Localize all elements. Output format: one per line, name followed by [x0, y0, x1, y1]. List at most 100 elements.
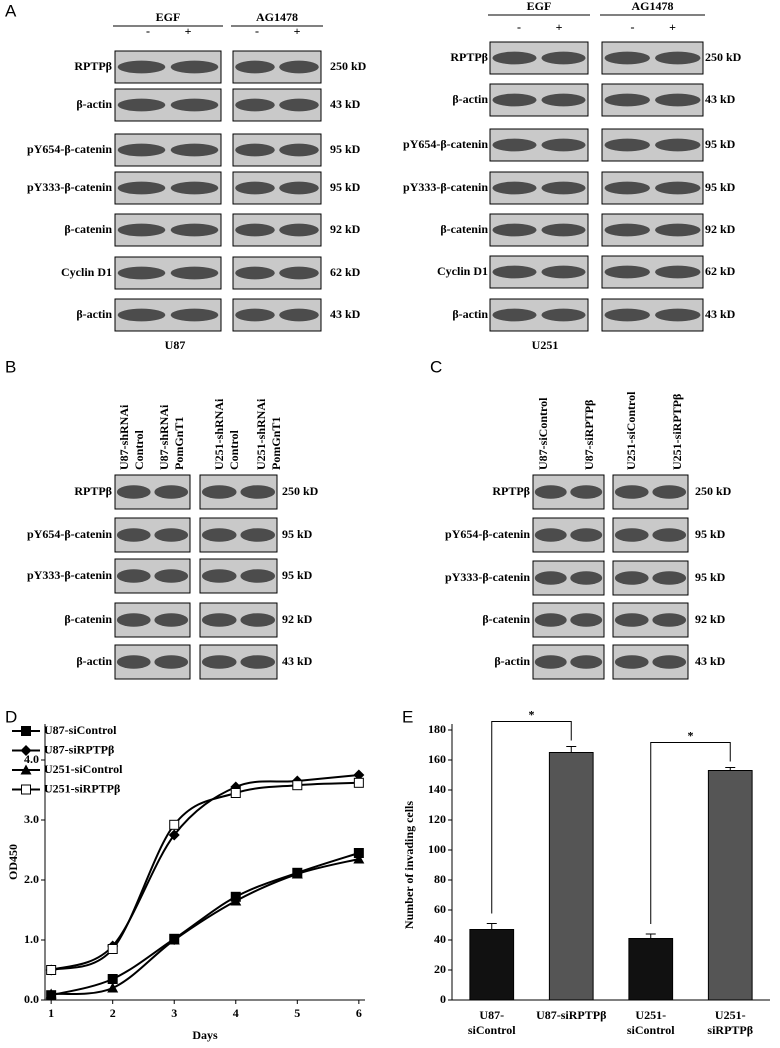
marker	[168, 829, 180, 841]
blot-band	[604, 308, 650, 322]
legend-label: U251-siControl	[44, 762, 123, 776]
x-tick-label: U87-	[479, 1008, 504, 1022]
blot-band	[117, 308, 166, 322]
row-label: β-actin	[452, 307, 488, 321]
column-label: Control	[227, 430, 241, 470]
x-tick-label: 5	[294, 1006, 300, 1020]
legend-label: U87-siRPTPβ	[44, 742, 114, 756]
size-label: 43 kD	[282, 654, 313, 668]
y-tick-label: 2.0	[24, 872, 39, 886]
blot-band	[235, 266, 275, 280]
marker	[353, 769, 365, 781]
blot-band	[541, 223, 586, 237]
blot-band	[652, 655, 687, 669]
lane-label: -	[255, 24, 259, 38]
row-label: pY654-β-catenin	[27, 142, 112, 156]
row-label: Cyclin D1	[437, 264, 488, 278]
panel-label: B	[5, 357, 16, 376]
blot-band	[117, 181, 166, 195]
blot-band	[235, 223, 275, 237]
series-line	[50, 852, 360, 997]
row-label: pY333-β-catenin	[27, 180, 112, 194]
series-line	[51, 858, 360, 996]
blot-band	[201, 613, 237, 627]
blot-band	[614, 655, 649, 669]
row-label: pY654-β-catenin	[403, 137, 488, 151]
blot-band	[570, 485, 603, 499]
blot-band	[170, 223, 219, 237]
size-label: 43 kD	[330, 307, 361, 321]
column-label: U251-shRNAi	[212, 398, 226, 470]
column-label: U87-shRNAi	[157, 404, 171, 470]
blot-band	[614, 613, 649, 627]
x-axis-label: Days	[192, 1028, 218, 1042]
blot-band	[541, 308, 586, 322]
size-label: 95 kD	[695, 527, 726, 541]
marker	[107, 944, 118, 954]
blot-band	[117, 98, 166, 112]
blot-band	[604, 223, 650, 237]
blot-band	[279, 98, 319, 112]
blot-band	[117, 60, 166, 74]
blot-band	[154, 528, 189, 542]
blot-band	[570, 571, 603, 585]
blot-band	[652, 613, 687, 627]
blot-band	[541, 181, 586, 195]
marker	[107, 974, 118, 984]
significance: *	[688, 728, 694, 742]
marker	[168, 934, 180, 945]
size-label: 95 kD	[695, 570, 726, 584]
column-label: U87-siControl	[536, 397, 550, 470]
blot-band	[240, 613, 276, 627]
blot-band	[201, 485, 237, 499]
size-label: 92 kD	[695, 612, 726, 626]
blot-band	[235, 60, 275, 74]
row-label: Cyclin D1	[61, 265, 112, 279]
blot-band	[492, 181, 537, 195]
blot-band	[154, 485, 189, 499]
blot-band	[492, 308, 537, 322]
blot-band	[279, 60, 319, 74]
blot-band	[541, 51, 586, 65]
marker	[291, 868, 303, 879]
legend-marker	[20, 745, 32, 756]
y-tick-label: 20	[434, 962, 446, 976]
row-label: pY654-β-catenin	[445, 527, 530, 541]
blot-band	[170, 143, 219, 157]
size-label: 43 kD	[705, 92, 736, 106]
blot-band	[279, 181, 319, 195]
blot-band	[614, 485, 649, 499]
blot-band	[201, 528, 237, 542]
marker	[107, 982, 119, 993]
x-tick-label: U251-	[715, 1008, 746, 1022]
row-label: β-actin	[452, 92, 488, 106]
x-tick-label: U87-siRPTPβ	[536, 1008, 606, 1022]
row-label: pY333-β-catenin	[403, 180, 488, 194]
blot-band	[570, 613, 603, 627]
lane-label: +	[185, 24, 192, 38]
marker	[46, 965, 57, 975]
panel-label: A	[5, 1, 17, 20]
blot-band	[534, 528, 567, 542]
blot-band	[201, 569, 237, 583]
row-label: pY333-β-catenin	[445, 570, 530, 584]
y-tick-label: 140	[428, 782, 446, 796]
blot-box	[489, 213, 589, 247]
blot-band	[655, 51, 701, 65]
lane-label: -	[517, 20, 521, 34]
y-tick-label: 1.0	[24, 932, 39, 946]
blot-band	[604, 181, 650, 195]
blot-band	[604, 93, 650, 107]
significance: *	[529, 707, 535, 721]
size-label: 95 kD	[330, 180, 361, 194]
blot-band	[116, 528, 151, 542]
size-label: 95 kD	[705, 137, 736, 151]
blot-band	[235, 98, 275, 112]
lane-label: -	[146, 24, 150, 38]
y-tick-label: 4.0	[24, 752, 39, 766]
y-tick-label: 180	[428, 722, 446, 736]
blot-band	[492, 93, 537, 107]
blot-band	[614, 571, 649, 585]
group-label: AG1478	[256, 10, 298, 24]
marker	[169, 819, 180, 830]
